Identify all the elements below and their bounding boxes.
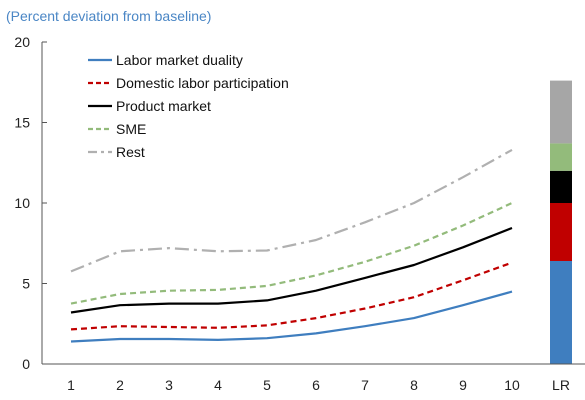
x-tick-label-6: 7 bbox=[361, 377, 369, 393]
legend-label-0: Labor market duality bbox=[116, 52, 243, 68]
legend-label-1: Domestic labor participation bbox=[116, 75, 289, 91]
y-tick-label-0: 0 bbox=[22, 356, 30, 372]
x-tick-label-2: 3 bbox=[165, 377, 173, 393]
lr-bar-segment-4 bbox=[550, 80, 572, 144]
x-tick-label-5: 6 bbox=[312, 377, 320, 393]
legend-label-2: Product market bbox=[116, 98, 211, 114]
lr-bar-segment-1 bbox=[550, 203, 572, 261]
series-line-4 bbox=[70, 148, 513, 273]
series-line-3 bbox=[70, 202, 513, 305]
series-line-0 bbox=[70, 290, 513, 343]
legend: Labor market duality Domestic labor parti… bbox=[88, 52, 289, 160]
y-tick-label-3: 15 bbox=[14, 115, 30, 131]
x-tick-label-1: 2 bbox=[116, 377, 124, 393]
x-tick-label-8: 9 bbox=[459, 377, 467, 393]
x-tick-label-7: 8 bbox=[410, 377, 418, 393]
x-tick-label-10: LR bbox=[552, 377, 570, 393]
long-run-bar bbox=[550, 80, 572, 364]
legend-label-3: SME bbox=[116, 121, 146, 137]
y-tick-label-1: 5 bbox=[22, 276, 30, 292]
lr-bar-segment-3 bbox=[550, 143, 572, 171]
lr-bar-segment-2 bbox=[550, 170, 572, 203]
axes: 0 5 10 15 20 1 2 3 4 5 6 7 8 9 10 LR bbox=[14, 34, 585, 393]
x-tick-label-0: 1 bbox=[67, 377, 75, 393]
x-tick-label-9: 10 bbox=[504, 377, 520, 393]
x-tick-label-3: 4 bbox=[214, 377, 222, 393]
series-line-2 bbox=[70, 226, 513, 314]
chart-subtitle: (Percent deviation from baseline) bbox=[6, 8, 211, 24]
y-tick-label-2: 10 bbox=[14, 195, 30, 211]
x-tick-label-4: 5 bbox=[263, 377, 271, 393]
series-line-1 bbox=[70, 261, 513, 331]
lr-bar-segment-0 bbox=[550, 261, 572, 364]
legend-label-4: Rest bbox=[116, 144, 145, 160]
y-tick-label-4: 20 bbox=[14, 34, 30, 50]
series-lines bbox=[70, 148, 513, 343]
